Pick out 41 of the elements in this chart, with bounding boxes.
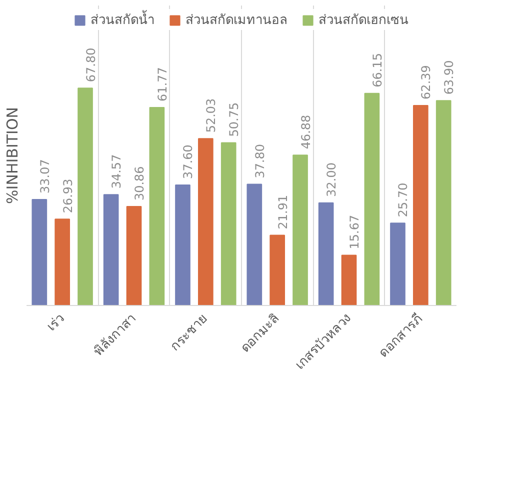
- bar: [103, 194, 119, 306]
- data-label: 25.70: [396, 182, 410, 218]
- data-label: 62.39: [419, 65, 434, 100]
- bar: [198, 138, 214, 306]
- data-label: 21.91: [276, 194, 290, 230]
- bar: [246, 184, 262, 306]
- data-label: 37.80: [252, 144, 267, 178]
- data-label: 34.57: [110, 154, 124, 189]
- bar: [54, 218, 70, 306]
- bar: [175, 184, 190, 306]
- bar: [341, 254, 357, 306]
- legend-label: ส่วนสกัดเฮกเซน: [318, 12, 408, 30]
- bar: [126, 206, 142, 306]
- legend-label: ส่วนสกัดน้ำ: [90, 9, 154, 30]
- data-label: 66.15: [370, 53, 384, 88]
- bar: [32, 198, 48, 306]
- bar: [436, 100, 452, 306]
- bar: [220, 142, 236, 306]
- data-label: 67.80: [84, 48, 98, 82]
- data-label: 46.88: [298, 114, 313, 150]
- bar: [149, 106, 165, 306]
- legend-label: ส่วนสกัดเมทานอล: [186, 12, 288, 30]
- x-tick-label: เร่ว: [44, 311, 68, 335]
- bar: [413, 104, 428, 306]
- data-label: 61.77: [155, 67, 170, 102]
- bar: [78, 88, 93, 306]
- data-label: 50.75: [227, 102, 242, 137]
- data-label: 37.60: [181, 144, 196, 179]
- data-label: 32.00: [324, 162, 339, 197]
- bar: [364, 92, 380, 306]
- data-label: 52.03: [204, 98, 218, 133]
- data-label: 33.07: [38, 159, 52, 194]
- data-label: 26.93: [60, 178, 75, 214]
- bar: [318, 202, 334, 306]
- data-label: 15.67: [348, 214, 362, 250]
- data-label: 63.90: [442, 60, 456, 95]
- data-label: 30.86: [132, 166, 146, 201]
- bar: [292, 154, 308, 306]
- y-axis-title: %INHIBITION: [4, 107, 22, 204]
- bar: [270, 234, 285, 306]
- bar: [390, 222, 406, 306]
